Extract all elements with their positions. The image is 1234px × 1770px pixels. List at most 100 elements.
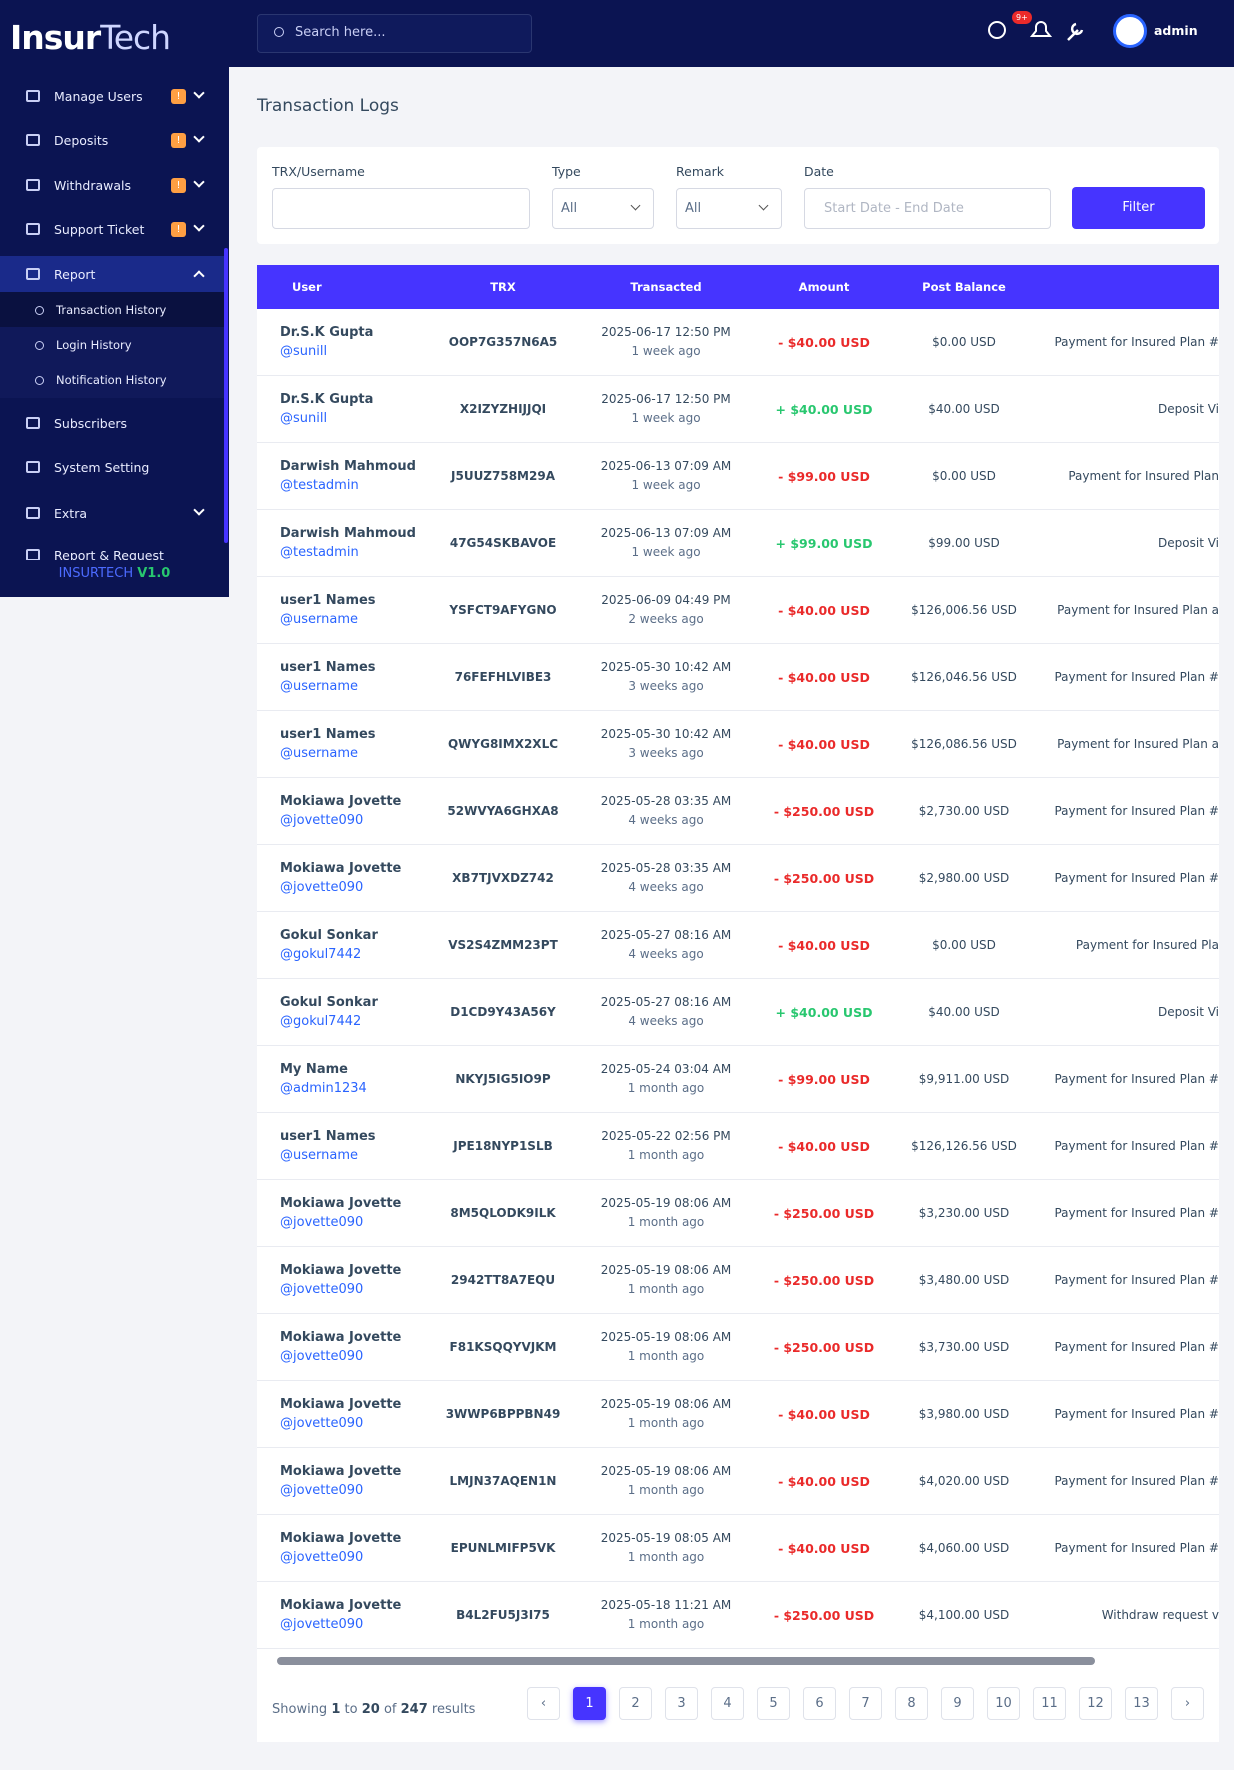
table-row: Dr.S.K Gupta @sunill OOP7G357N6A5 2025-06-1… <box>257 309 1219 376</box>
page-button[interactable]: 11 <box>1033 1687 1066 1720</box>
page-button[interactable]: 10 <box>987 1687 1020 1720</box>
logo[interactable]: InsurTech <box>10 18 171 57</box>
user-name: Gokul Sonkar <box>280 995 378 1010</box>
menu-item[interactable]: Subscribers <box>0 405 224 441</box>
amount: - $40.00 USD <box>778 1407 870 1422</box>
post-balance: $0.00 USD <box>932 335 996 349</box>
menu-label: System Setting <box>54 459 150 475</box>
trx: F81KSQQYVJKM <box>449 1340 557 1354</box>
amount: - $250.00 USD <box>773 1340 875 1355</box>
username-link[interactable]: @username <box>280 746 358 761</box>
settings-icon[interactable] <box>1067 22 1084 41</box>
page-button[interactable]: 6 <box>803 1687 836 1720</box>
table-row: Mokiawa Jovette @jovette090 F81KSQQYVJKM 20… <box>257 1314 1219 1381</box>
username-link[interactable]: @jovette090 <box>280 1282 364 1297</box>
scrollbar <box>224 248 228 543</box>
summary-text: 247 <box>400 1702 428 1717</box>
amount: - $40.00 USD <box>778 1139 870 1154</box>
menu-item[interactable]: Deposits! <box>0 122 224 158</box>
chevron <box>193 504 205 516</box>
page-next[interactable]: › <box>1171 1687 1204 1720</box>
logo-text: Insur <box>10 18 101 57</box>
username-link[interactable]: @username <box>280 612 358 627</box>
amount: - $250.00 USD <box>773 1608 875 1623</box>
table-row: Gokul Sonkar @gokul7442 VS2S4ZMM23PT 2025-0… <box>257 912 1219 979</box>
globe-icon[interactable] <box>988 21 1006 39</box>
filter-button[interactable]: Filter <box>1072 187 1205 229</box>
menu-item[interactable]: Notification History <box>0 362 224 398</box>
menu-item[interactable]: Support Ticket! <box>0 211 224 247</box>
page-button[interactable]: 7 <box>849 1687 882 1720</box>
username-link[interactable]: @jovette090 <box>280 1416 364 1431</box>
menu: Manage Users! Deposits! Withdrawals! Suppor… <box>0 70 229 560</box>
username-link[interactable]: @sunill <box>280 411 328 426</box>
column-header: TRX <box>490 280 516 294</box>
header-icons <box>988 21 1084 41</box>
menu-icon <box>26 549 40 560</box>
username-link[interactable]: @admin1234 <box>280 1081 367 1096</box>
user-name: Mokiawa Jovette <box>280 1531 402 1546</box>
menu-label: Login History <box>56 338 132 352</box>
menu-item[interactable]: Withdrawals! <box>0 167 224 203</box>
menu-item[interactable]: Extra <box>0 495 224 531</box>
username-link[interactable]: @gokul7442 <box>280 1014 362 1029</box>
page-button[interactable]: 12 <box>1079 1687 1112 1720</box>
username-link[interactable]: @jovette090 <box>280 880 364 895</box>
username-link[interactable]: @gokul7442 <box>280 947 362 962</box>
user-name: user1 Names <box>280 1129 376 1144</box>
menu-item[interactable]: Report & Request <box>0 537 224 560</box>
username-link[interactable]: @username <box>280 1148 358 1163</box>
username-link[interactable]: @sunill <box>280 344 328 359</box>
brand: INSURTECH <box>58 566 134 581</box>
amount: + $40.00 USD <box>775 1005 873 1020</box>
menu-icon <box>26 268 40 280</box>
username-link[interactable]: @jovette090 <box>280 1483 364 1498</box>
page-button[interactable]: 1 <box>573 1687 606 1720</box>
trx: J5UUZ758M29A <box>451 469 555 483</box>
username-link[interactable]: @testadmin <box>280 545 359 560</box>
page-button[interactable]: 4 <box>711 1687 744 1720</box>
menu-item[interactable]: Transaction History <box>0 292 224 328</box>
date-input[interactable]: Start Date - End Date <box>804 188 1051 229</box>
summary-text: results <box>431 1702 476 1717</box>
menu-item[interactable]: Report <box>0 256 224 292</box>
username-link[interactable]: @testadmin <box>280 478 359 493</box>
post-balance: $126,086.56 USD <box>911 737 1017 751</box>
page-button[interactable]: 2 <box>619 1687 652 1720</box>
avatar[interactable] <box>1113 14 1147 48</box>
trx: 47G54SKBAVOE <box>449 536 557 550</box>
menu-icon <box>26 179 40 191</box>
time-ago: 1 month ago <box>627 1282 705 1296</box>
menu-item[interactable]: Manage Users! <box>0 78 224 114</box>
page-button[interactable]: 13 <box>1125 1687 1158 1720</box>
username-link[interactable]: @jovette090 <box>280 813 364 828</box>
menu-item[interactable]: Login History <box>0 327 224 363</box>
horizontal-scrollbar[interactable] <box>277 1657 1095 1665</box>
sidebar: InsurTech Manage Users! Deposits! Withdraw… <box>0 0 229 597</box>
amount: - $99.00 USD <box>778 469 870 484</box>
user-name[interactable]: admin <box>1154 23 1198 38</box>
username-link[interactable]: @jovette090 <box>280 1349 364 1364</box>
search-box[interactable]: Search here... <box>257 14 532 53</box>
menu-icon <box>26 223 40 235</box>
menu-item[interactable]: System Setting <box>0 449 224 485</box>
user-name: Mokiawa Jovette <box>280 1598 402 1613</box>
page-button[interactable]: 9 <box>941 1687 974 1720</box>
remark: Payment for Insured Plan <box>1068 469 1219 483</box>
username-link[interactable]: @jovette090 <box>280 1550 364 1565</box>
trx: OOP7G357N6A5 <box>448 335 558 349</box>
username-link[interactable]: @jovette090 <box>280 1617 364 1632</box>
username-link[interactable]: @jovette090 <box>280 1215 364 1230</box>
remark-select[interactable]: All <box>676 188 782 229</box>
version: INSURTECH V1.0 <box>0 566 229 581</box>
username-link[interactable]: @username <box>280 679 358 694</box>
menu-label: Report <box>54 266 96 282</box>
bell-icon[interactable] <box>1029 21 1053 37</box>
summary-text: to <box>344 1702 358 1717</box>
page-button[interactable]: 5 <box>757 1687 790 1720</box>
page-button[interactable]: 3 <box>665 1687 698 1720</box>
page-button[interactable]: 8 <box>895 1687 928 1720</box>
type-select[interactable]: All <box>552 188 654 229</box>
page-prev[interactable]: ‹ <box>527 1687 560 1720</box>
text-input[interactable] <box>272 188 530 229</box>
